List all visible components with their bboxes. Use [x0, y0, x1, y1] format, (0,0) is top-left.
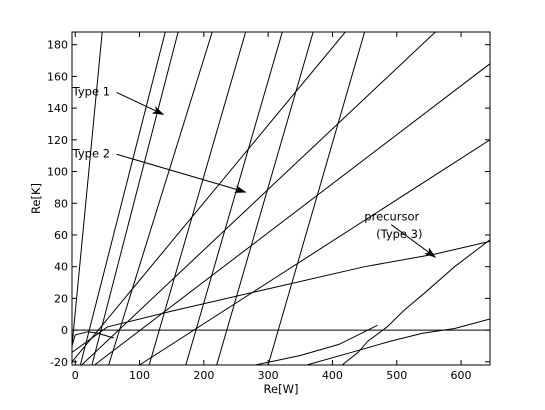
y-tick-label: 40: [54, 261, 68, 274]
series-line-5: [185, 32, 283, 365]
series-line-7: [267, 32, 366, 365]
x-tick-label: 200: [193, 369, 214, 382]
series-line-14: [72, 331, 114, 347]
y-tick-label: 120: [47, 134, 68, 147]
y-tick-label: -20: [50, 356, 68, 369]
annotation-label-1: Type 2: [72, 146, 110, 160]
series-line-1: [79, 32, 166, 365]
x-axis-label: Re[W]: [264, 382, 299, 396]
series-line-15: [341, 239, 490, 365]
annotations: Type 1 Type 2 precursor (Type 3): [72, 84, 437, 258]
x-tick-label: 500: [386, 369, 407, 382]
y-tick-label: 60: [54, 229, 68, 242]
annotation-arrow-1: [116, 153, 247, 193]
series-line-3: [108, 32, 213, 365]
plot-area: [72, 32, 490, 365]
x-tick-label: 300: [258, 369, 279, 382]
y-tick-label: 80: [54, 197, 68, 210]
x-tick-label: 0: [72, 369, 79, 382]
y-tick-label: 140: [47, 102, 68, 115]
series-line-12: [72, 240, 490, 353]
y-tick-label: 20: [54, 292, 68, 305]
x-tick-label: 600: [451, 369, 472, 382]
series-line-17: [306, 318, 490, 365]
x-tick-label: 400: [322, 369, 343, 382]
annotation-label-3: (Type 3): [376, 227, 422, 241]
series-line-2: [91, 32, 179, 365]
series-line-0: [72, 32, 103, 347]
annotation-label-0: Type 1: [72, 84, 110, 98]
y-tick-label: 160: [47, 70, 68, 83]
axis-ticks: 0 100 200 300 400 500 600 -20 0 20 40 60 80 100 120 140…: [47, 32, 490, 382]
y-tick-label: 180: [47, 39, 68, 52]
y-axis-label: Re[K]: [29, 183, 43, 214]
annotation-arrow-2: [390, 224, 437, 258]
series-line-9: [81, 32, 436, 365]
series-line-6: [216, 32, 314, 365]
series-line-10: [94, 63, 490, 365]
series-line-11: [139, 139, 490, 365]
series-line-8: [72, 32, 346, 363]
series-line-4: [148, 32, 247, 365]
y-tick-label: 0: [61, 324, 68, 337]
annotation-arrow-0: [116, 91, 165, 115]
plot-frame: [71, 31, 491, 366]
x-tick-label: 100: [129, 369, 150, 382]
y-tick-label: 100: [47, 166, 68, 179]
annotation-label-2: precursor: [364, 210, 419, 224]
series-line-16: [255, 324, 378, 365]
